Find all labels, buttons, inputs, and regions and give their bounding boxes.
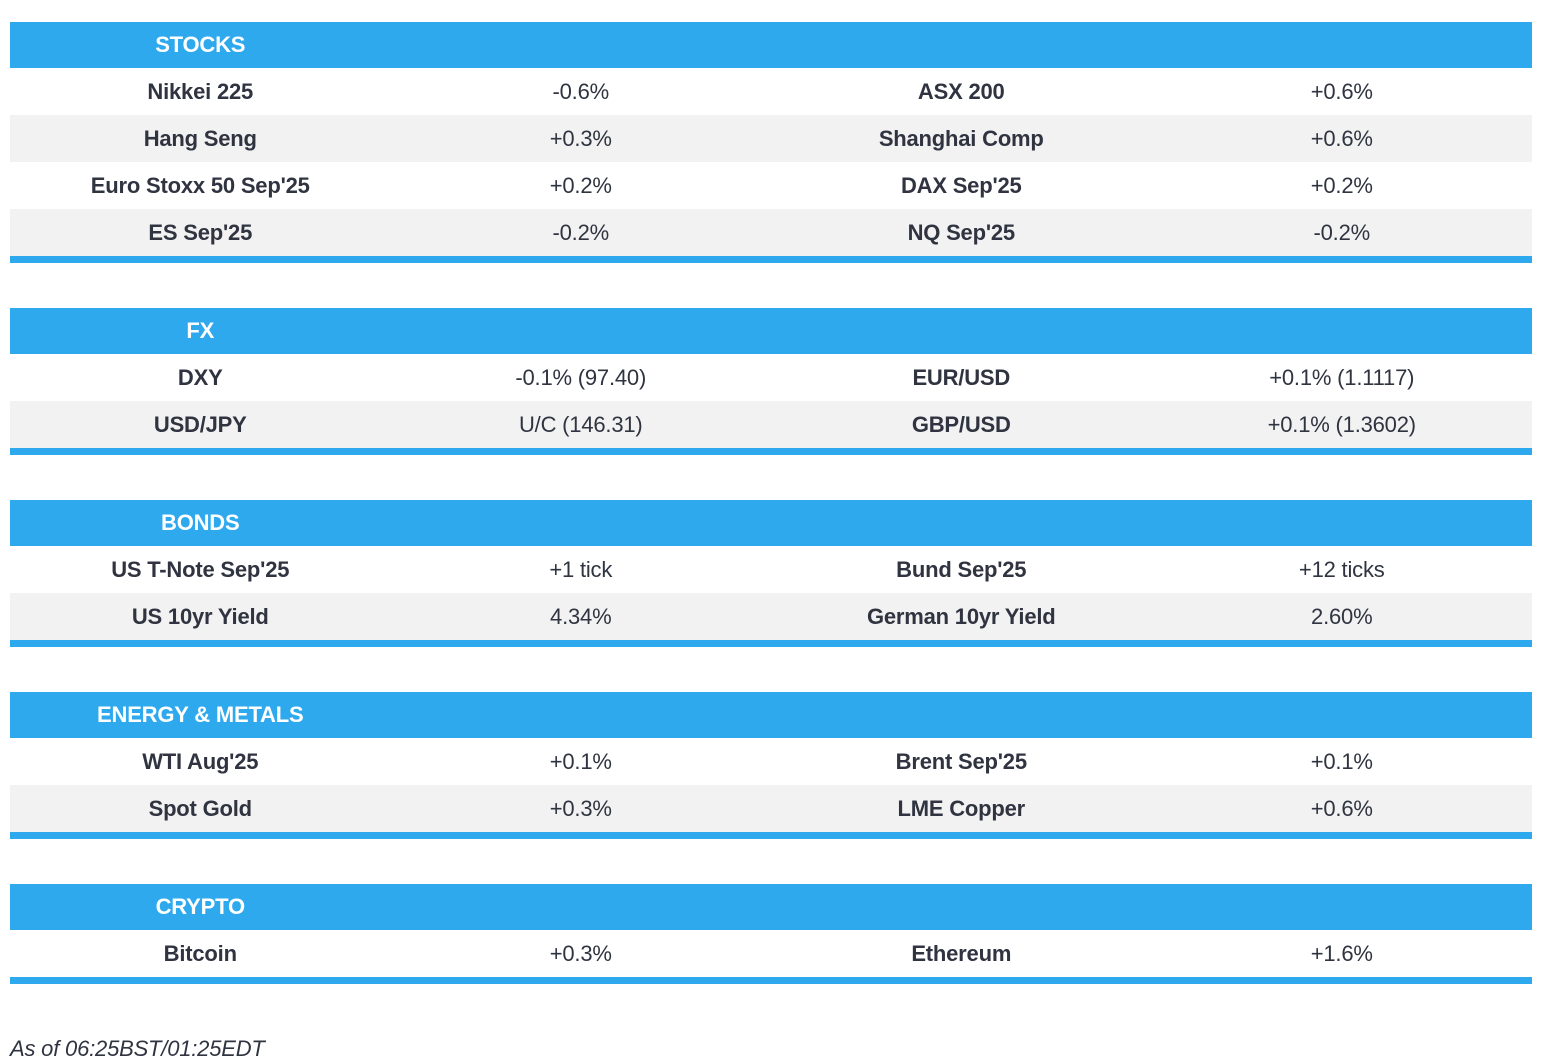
instrument-name: Brent Sep'25	[895, 748, 1027, 774]
section-bonds: BONDS US T-Note Sep'25 +1 tick Bund Sep'25 +…	[10, 500, 1532, 647]
section-header-energy-metals: ENERGY & METALS	[10, 692, 1532, 738]
instrument-name: GBP/USD	[911, 411, 1011, 437]
section-title: BONDS	[161, 510, 240, 535]
section-stocks: STOCKS Nikkei 225 -0.6% ASX 200 +0.6% Hang Se…	[10, 22, 1532, 263]
instrument-change: +0.1% (1.1117)	[1269, 364, 1415, 390]
section-header-crypto: CRYPTO	[10, 884, 1532, 930]
market-row: Spot Gold +0.3% LME Copper +0.6%	[10, 785, 1532, 832]
market-row: US 10yr Yield 4.34% German 10yr Yield 2.60%	[10, 593, 1532, 640]
instrument-name: Hang Seng	[143, 125, 257, 151]
instrument-name: NQ Sep'25	[907, 219, 1016, 245]
instrument-name: Spot Gold	[148, 795, 252, 821]
market-row: Bitcoin +0.3% Ethereum +1.6%	[10, 930, 1532, 977]
instrument-change: +0.3%	[549, 125, 612, 151]
section-header-fx: FX	[10, 308, 1532, 354]
section-title: FX	[186, 318, 215, 343]
market-row: DXY -0.1% (97.40) EUR/USD +0.1% (1.1117)	[10, 354, 1532, 401]
instrument-change: +0.3%	[549, 940, 612, 966]
instrument-name: DAX Sep'25	[900, 172, 1022, 198]
instrument-name: Bund Sep'25	[896, 556, 1027, 582]
instrument-change: +0.1%	[549, 748, 612, 774]
instrument-name: US T-Note Sep'25	[111, 556, 290, 582]
instrument-change: +0.6%	[1310, 125, 1373, 151]
instrument-change: +0.6%	[1310, 78, 1373, 104]
market-row: Euro Stoxx 50 Sep'25 +0.2% DAX Sep'25 +0.2%	[10, 162, 1532, 209]
instrument-name: LME Copper	[897, 795, 1026, 821]
market-row: USD/JPY U/C (146.31) GBP/USD +0.1% (1.3602)	[10, 401, 1532, 448]
instrument-change: -0.2%	[552, 219, 610, 245]
instrument-change: -0.6%	[552, 78, 610, 104]
section-header-stocks: STOCKS	[10, 22, 1532, 68]
section-title: CRYPTO	[155, 894, 245, 919]
instrument-change: 2.60%	[1311, 603, 1373, 629]
instrument-name: DXY	[177, 364, 223, 390]
market-row: WTI Aug'25 +0.1% Brent Sep'25 +0.1%	[10, 738, 1532, 785]
market-tables: STOCKS Nikkei 225 -0.6% ASX 200 +0.6% Hang Se…	[10, 22, 1532, 984]
instrument-name: Shanghai Comp	[878, 125, 1044, 151]
instrument-name: Nikkei 225	[147, 78, 254, 104]
instrument-change: +0.6%	[1310, 795, 1373, 821]
instrument-name: German 10yr Yield	[866, 603, 1056, 629]
instrument-change: 4.34%	[550, 603, 612, 629]
market-row: Nikkei 225 -0.6% ASX 200 +0.6%	[10, 68, 1532, 115]
instrument-name: WTI Aug'25	[142, 748, 259, 774]
instrument-change: +0.3%	[549, 795, 612, 821]
market-row: ES Sep'25 -0.2% NQ Sep'25 -0.2%	[10, 209, 1532, 256]
instrument-name: Ethereum	[911, 940, 1012, 966]
instrument-name: EUR/USD	[912, 364, 1011, 390]
instrument-change: +0.1% (1.3602)	[1267, 411, 1416, 437]
instrument-name: USD/JPY	[153, 411, 247, 437]
instrument-change: +0.2%	[549, 172, 612, 198]
as-of-timestamp: As of 06:25BST/01:25EDT	[10, 1036, 265, 1061]
instrument-change: +12 ticks	[1298, 556, 1385, 582]
market-row: Hang Seng +0.3% Shanghai Comp +0.6%	[10, 115, 1532, 162]
instrument-change: U/C (146.31)	[518, 411, 643, 437]
instrument-name: Bitcoin	[163, 940, 237, 966]
section-title: ENERGY & METALS	[97, 702, 304, 727]
section-energy-metals: ENERGY & METALS WTI Aug'25 +0.1% Brent Sep'…	[10, 692, 1532, 839]
section-crypto: CRYPTO Bitcoin +0.3% Ethereum +1.6%	[10, 884, 1532, 984]
instrument-change: -0.2%	[1313, 219, 1371, 245]
instrument-change: +0.1%	[1310, 748, 1373, 774]
instrument-change: +1.6%	[1310, 940, 1373, 966]
instrument-change: -0.1% (97.40)	[515, 364, 647, 390]
instrument-name: ASX 200	[917, 78, 1005, 104]
section-header-bonds: BONDS	[10, 500, 1532, 546]
instrument-change: +0.2%	[1310, 172, 1373, 198]
instrument-name: Euro Stoxx 50 Sep'25	[90, 172, 310, 198]
section-fx: FX DXY -0.1% (97.40) EUR/USD +0.1% (1.1117) U…	[10, 308, 1532, 455]
section-title: STOCKS	[155, 32, 246, 57]
instrument-change: +1 tick	[549, 556, 613, 582]
instrument-name: ES Sep'25	[148, 219, 253, 245]
market-row: US T-Note Sep'25 +1 tick Bund Sep'25 +12 ti…	[10, 546, 1532, 593]
markets-summary-page: STOCKS Nikkei 225 -0.6% ASX 200 +0.6% Hang Se…	[10, 22, 1532, 1062]
instrument-name: US 10yr Yield	[131, 603, 269, 629]
